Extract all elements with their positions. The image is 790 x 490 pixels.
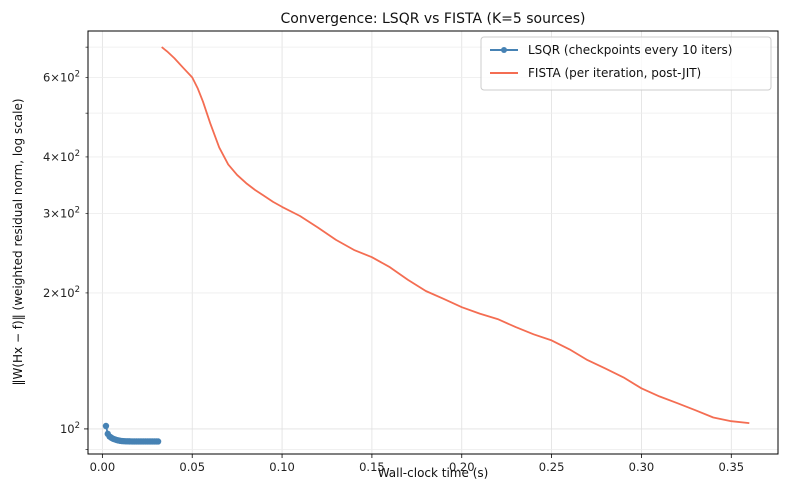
y-tick-base: 10	[60, 206, 75, 220]
y-tick-mantissa: 4	[43, 150, 50, 164]
chart-title: Convergence: LSQR vs FISTA (K=5 sources)	[281, 11, 586, 27]
y-tick-times: ×	[50, 150, 60, 164]
y-tick-exponent: 2	[75, 149, 80, 159]
x-tick-label: 0.15	[359, 460, 385, 474]
data-point	[154, 438, 162, 445]
series-line-1	[161, 46, 750, 424]
y-axis-label: ‖W(Hx − f)‖ (weighted residual norm, log…	[11, 98, 25, 385]
y-tick-mantissa: 3	[43, 206, 50, 220]
y-tick-times: ×	[50, 70, 60, 84]
y-tick-base: 10	[60, 70, 75, 84]
y-tick-base: 10	[60, 422, 75, 436]
data-point	[102, 422, 110, 430]
y-tick-base: 10	[60, 286, 75, 300]
y-tick-exponent: 2	[75, 205, 80, 215]
legend: LSQR (checkpoints every 10 iters) FISTA …	[480, 36, 772, 91]
legend-label-fista: FISTA (per iteration, post-JIT)	[528, 66, 701, 80]
x-tick-label: 0.05	[179, 460, 205, 474]
x-tick-label: 0.10	[269, 460, 295, 474]
y-tick-exponent: 2	[75, 421, 80, 431]
plot-frame	[87, 30, 779, 455]
y-minor-tick-label: 3×102	[43, 205, 80, 220]
legend-box	[480, 36, 772, 91]
y-tick-exponent: 2	[75, 285, 80, 295]
x-tick-label: 0.25	[539, 460, 565, 474]
x-tick-label: 0.30	[629, 460, 655, 474]
x-tick-label: 0.20	[449, 460, 475, 474]
x-axis-label: Wall-clock time (s)	[378, 466, 489, 480]
legend-marker-lsqr	[501, 47, 507, 53]
y-minor-tick-label: 2×102	[43, 285, 80, 300]
y-minor-tick-label: 6×102	[43, 69, 80, 84]
x-axis-ticks: 0.00 0.05 0.10 0.15 0.20 0.25 0.30 0.35	[90, 454, 744, 474]
y-minor-tick-label: 4×102	[43, 149, 80, 164]
y-tick-mantissa: 2	[43, 286, 50, 300]
series-layer	[102, 46, 750, 445]
x-tick-label: 0.35	[718, 460, 744, 474]
y-tick-mantissa: 6	[43, 70, 50, 84]
y-tick-times: ×	[50, 286, 60, 300]
grid	[88, 31, 778, 454]
y-tick-exponent: 2	[75, 69, 80, 79]
x-tick-label: 0.00	[90, 460, 116, 474]
legend-label-lsqr: LSQR (checkpoints every 10 iters)	[528, 43, 732, 57]
y-major-tick-label: 102	[60, 421, 80, 436]
y-tick-times: ×	[50, 206, 60, 220]
y-tick-base: 10	[60, 150, 75, 164]
